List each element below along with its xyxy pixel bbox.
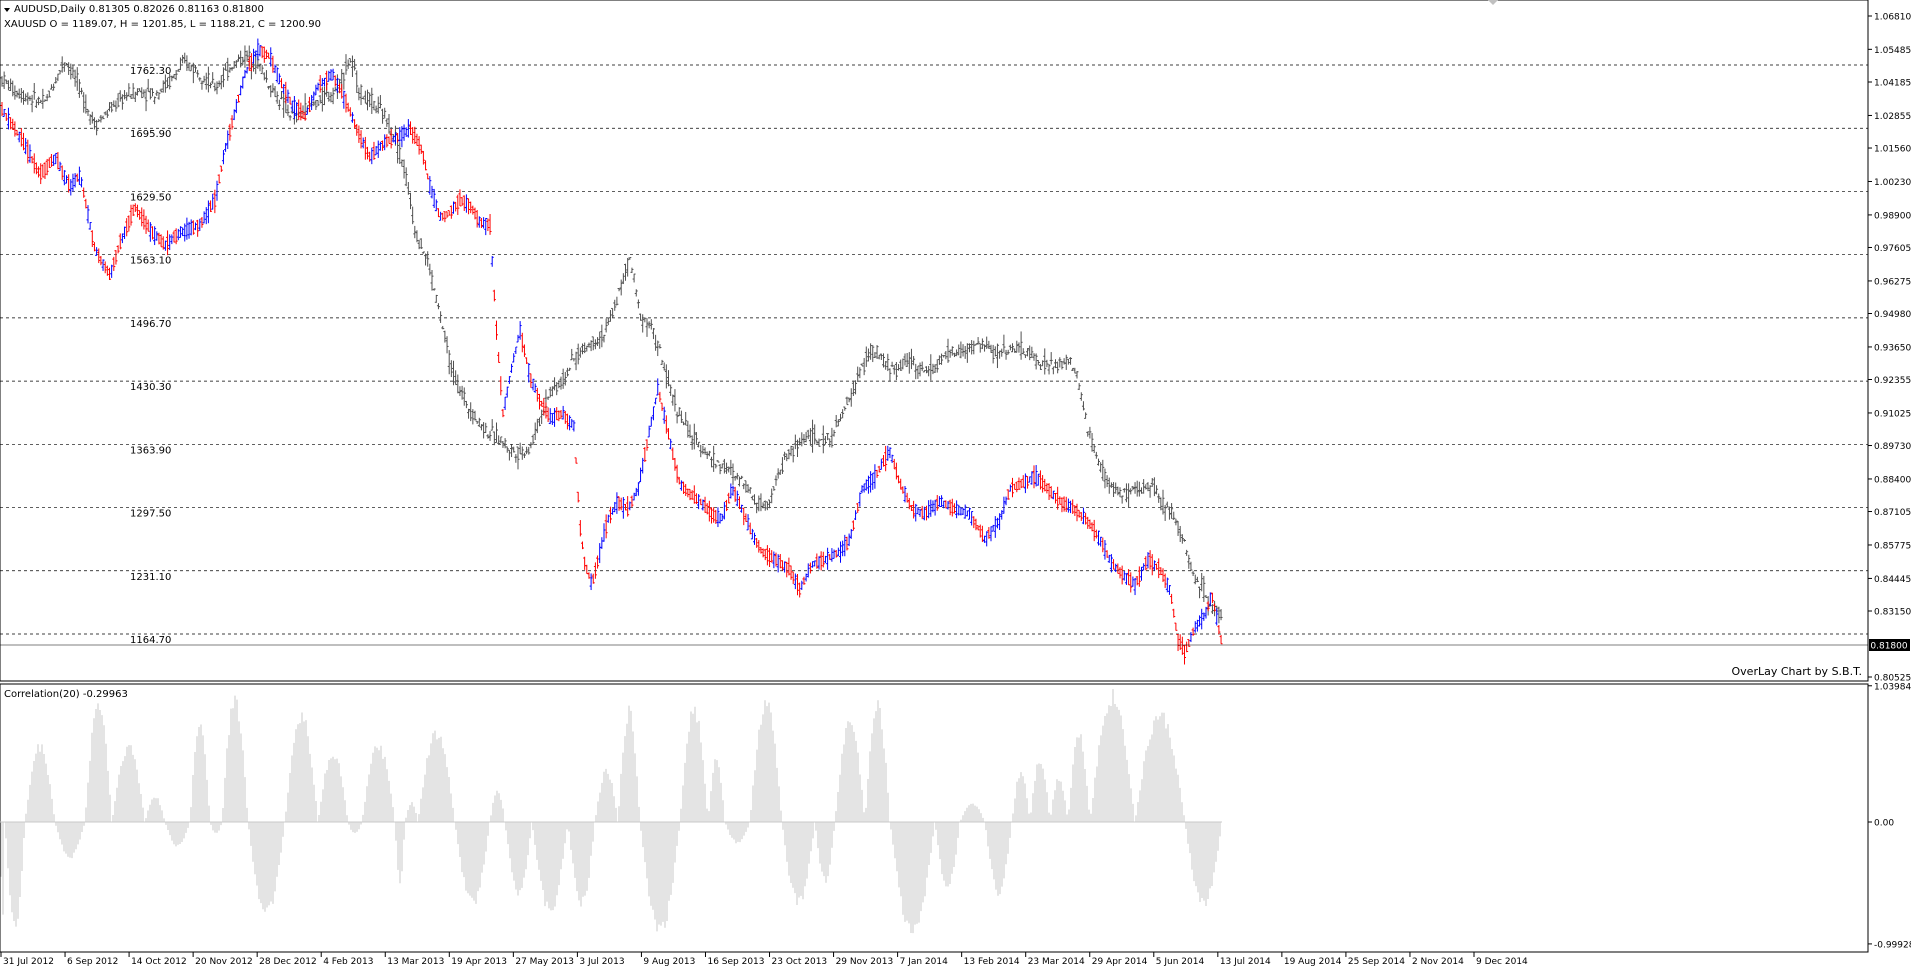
overlay-level-label: 1297.50 xyxy=(130,509,171,520)
overlay-level-label: 1164.70 xyxy=(130,635,171,646)
price-axis-label: 0.91025 xyxy=(1874,409,1911,419)
time-axis-label: 28 Dec 2012 xyxy=(259,957,317,967)
main-price-panel[interactable]: 1762.30 1695.90 1629.50 1563.10 1496.70 1430.… xyxy=(0,0,1869,682)
time-axis[interactable]: 31 Jul 2012 6 Sep 2012 14 Oct 2012 20 Nov 2… xyxy=(0,952,1528,967)
indicator-axis-label: 1.03984 xyxy=(1874,682,1911,692)
time-axis-label: 31 Jul 2012 xyxy=(3,957,54,967)
time-axis-label: 5 Jun 2014 xyxy=(1156,957,1205,967)
price-axis-label: 1.05485 xyxy=(1874,46,1911,56)
price-axis[interactable]: 1.06810 1.05485 1.04185 1.02855 1.01560 1.002… xyxy=(1868,13,1911,684)
time-axis-label: 13 Feb 2014 xyxy=(964,957,1020,967)
price-axis-label: 0.85775 xyxy=(1874,541,1911,551)
time-axis-label: 7 Jan 2014 xyxy=(900,957,948,967)
price-axis-label: 1.06810 xyxy=(1874,13,1911,23)
overlay-level-labels: 1762.30 1695.90 1629.50 1563.10 1496.70 1430.… xyxy=(130,66,171,646)
time-axis-label: 23 Oct 2013 xyxy=(772,957,828,967)
overlay-level-label: 1563.10 xyxy=(130,256,171,267)
overlay-level-label: 1430.30 xyxy=(130,382,171,393)
price-axis-label: 1.02855 xyxy=(1874,112,1911,122)
time-axis-label: 9 Aug 2013 xyxy=(643,957,695,967)
time-axis-label: 19 Aug 2014 xyxy=(1284,957,1342,967)
price-axis-label: 1.00230 xyxy=(1874,178,1911,188)
price-axis-label: 0.84445 xyxy=(1874,575,1911,585)
price-axis-label: 1.01560 xyxy=(1874,145,1911,155)
indicator-axis-label: 0.00 xyxy=(1874,819,1894,829)
overlay-level-label: 1629.50 xyxy=(130,192,171,203)
price-tag-background xyxy=(1869,639,1910,651)
time-axis-label: 13 Jul 2014 xyxy=(1220,957,1271,967)
time-axis-label: 16 Sep 2013 xyxy=(707,957,764,967)
price-axis-label: 0.88400 xyxy=(1874,475,1911,485)
overlay-level-label: 1231.10 xyxy=(130,572,171,583)
time-axis-label: 19 Apr 2013 xyxy=(451,957,507,967)
price-axis-label: 0.94980 xyxy=(1874,310,1911,320)
time-axis-label: 29 Nov 2013 xyxy=(836,957,894,967)
overlay-level-label: 1762.30 xyxy=(130,66,171,77)
price-axis-label: 0.97605 xyxy=(1874,244,1911,254)
indicator-label: Correlation(20) -0.29963 xyxy=(4,689,128,700)
time-axis-label: 23 Mar 2014 xyxy=(1028,957,1085,967)
time-axis-label: 6 Sep 2012 xyxy=(67,957,118,967)
price-axis-label: 0.83150 xyxy=(1874,607,1911,617)
collapse-triangle-icon[interactable] xyxy=(4,8,10,12)
time-axis-label: 29 Apr 2014 xyxy=(1092,957,1148,967)
time-axis-label: 9 Dec 2014 xyxy=(1476,957,1528,967)
time-axis-label: 14 Oct 2012 xyxy=(131,957,187,967)
price-axis-label: 0.92355 xyxy=(1874,376,1911,386)
time-axis-label: 3 Jul 2013 xyxy=(579,957,624,967)
time-axis-label: 13 Mar 2013 xyxy=(387,957,444,967)
shift-marker-icon[interactable] xyxy=(1488,0,1498,5)
main-panel-frame xyxy=(0,0,1869,682)
price-axis-label: 0.98900 xyxy=(1874,211,1911,221)
price-axis-label: 0.89730 xyxy=(1874,442,1911,452)
time-axis-label: 25 Sep 2014 xyxy=(1348,957,1405,967)
indicator-axis-label: -0.99928 xyxy=(1874,940,1911,950)
price-axis-label: 0.87105 xyxy=(1874,508,1911,518)
time-axis-label: 20 Nov 2012 xyxy=(195,957,253,967)
chart-header-line: AUDUSD,Daily 0.81305 0.82026 0.81163 0.8… xyxy=(14,4,264,15)
correlation-histogram xyxy=(0,689,1222,934)
xauusd-overlay-bars xyxy=(0,45,1223,624)
overlay-level-label: 1496.70 xyxy=(130,319,171,330)
indicator-axis[interactable]: 1.03984 0.00 -0.99928 xyxy=(1868,682,1911,950)
current-price-tag: 0.81800 xyxy=(1869,639,1910,652)
time-axis-label: 2 Nov 2014 xyxy=(1412,957,1464,967)
overlay-level-gridlines xyxy=(0,64,1868,635)
correlation-panel[interactable]: Correlation(20) -0.29963 xyxy=(0,683,1869,953)
indicator-panel-frame xyxy=(0,683,1869,953)
overlay-level-label: 1695.90 xyxy=(130,129,171,140)
overlay-level-label: 1363.90 xyxy=(130,445,171,456)
time-axis-label: 4 Feb 2013 xyxy=(323,957,373,967)
overlay-ohlc-line: XAUUSD O = 1189.07, H = 1201.85, L = 118… xyxy=(4,19,321,30)
price-axis-label: 0.93650 xyxy=(1874,343,1911,353)
price-tag-value: 0.81800 xyxy=(1870,642,1907,652)
time-axis-label: 27 May 2013 xyxy=(515,957,574,967)
price-axis-label: 0.80525 xyxy=(1874,674,1911,684)
audusd-price-bars xyxy=(0,38,1223,665)
overlay-watermark: OverLay Chart by S.B.T. xyxy=(1732,665,1862,678)
price-axis-label: 1.04185 xyxy=(1874,79,1911,89)
price-axis-label: 0.96275 xyxy=(1874,277,1911,287)
